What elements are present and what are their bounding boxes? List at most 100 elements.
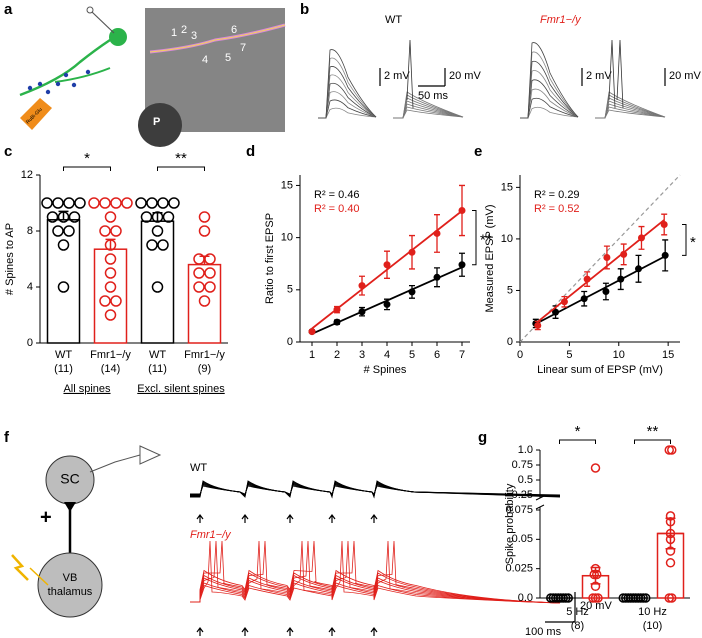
significance-bracket — [157, 166, 205, 171]
panel-label: f — [4, 429, 10, 446]
data-point — [193, 267, 205, 279]
y-axis-label: # Spines to AP — [4, 223, 16, 295]
data-point — [563, 593, 573, 603]
significance-bracket — [682, 223, 687, 256]
data-point — [74, 197, 86, 209]
y-axis-label: Spike probability — [504, 483, 516, 564]
data-point — [433, 229, 441, 237]
y-tick-label: 0.05 — [512, 533, 533, 545]
ap-trace — [393, 100, 464, 119]
y-tick-label: 0 — [507, 336, 513, 348]
data-point — [204, 253, 216, 265]
x-tick-label: Fmr1−/y — [184, 349, 225, 361]
data-point — [151, 225, 164, 237]
data-point — [88, 197, 100, 209]
data-point — [383, 300, 391, 308]
data-point — [593, 593, 603, 603]
scale-label: 20 mV — [669, 70, 701, 82]
data-point — [99, 225, 111, 237]
x-count-label: (8) — [571, 620, 584, 632]
ap-trace — [595, 106, 666, 119]
data-point — [560, 298, 568, 306]
x-tick-label: 1 — [309, 349, 315, 361]
bar — [187, 263, 222, 344]
stim-arrow — [370, 514, 378, 523]
data-point — [603, 253, 611, 261]
spine-number: 5 — [225, 52, 231, 64]
x-count-label: (14) — [101, 363, 121, 375]
y-axis-label: Measured EPSP (mV) — [484, 204, 496, 312]
stim-arrow — [241, 627, 249, 636]
data-point — [162, 211, 175, 223]
data-point — [433, 273, 441, 281]
spine-number: 3 — [191, 30, 197, 42]
significance-label: * — [575, 423, 581, 440]
voltage-traces — [318, 39, 666, 119]
x-tick-label: WT — [55, 349, 72, 361]
y-tick-label: 1.0 — [518, 444, 533, 456]
x-count-label: (11) — [54, 363, 73, 375]
y-tick-label: 5 — [507, 284, 513, 296]
y-axis-label: Ratio to first EPSP — [264, 213, 276, 304]
data-point — [146, 239, 158, 251]
data-point — [193, 281, 205, 293]
x-tick-label: WT — [149, 349, 166, 361]
y-tick-label: 0.025 — [505, 563, 533, 575]
data-point — [408, 248, 416, 256]
data-point — [665, 558, 676, 568]
sign-label: + — [40, 506, 52, 528]
data-point — [583, 275, 591, 283]
data-point — [458, 206, 466, 214]
epsp-trace — [520, 42, 579, 119]
data-point — [665, 528, 676, 539]
x-tick-label: 2 — [334, 349, 340, 361]
data-point — [57, 239, 70, 251]
epsp-trace — [318, 91, 377, 119]
stim-arrow — [196, 627, 204, 636]
data-point — [157, 197, 169, 209]
y-tick-label: 0.0 — [518, 592, 533, 604]
group-label: Excl. silent spines — [137, 383, 225, 395]
epsp-trace — [520, 106, 579, 119]
axis-break — [535, 495, 545, 510]
panel-label: d — [246, 143, 255, 160]
data-point — [121, 197, 133, 209]
fmr1-trace — [190, 540, 561, 604]
data-point — [135, 197, 147, 209]
genotype-label: Fmr1−/y — [540, 14, 582, 26]
y-tick-label: 10 — [501, 233, 513, 245]
annotation: R² = 0.52 — [534, 203, 580, 215]
data-point — [68, 211, 81, 223]
fmr1-trace — [190, 540, 561, 604]
data-point — [620, 250, 628, 258]
x-axis-label: Linear sum of EPSP (mV) — [537, 364, 663, 376]
data-point — [110, 225, 122, 237]
data-point — [99, 295, 111, 307]
data-point — [641, 593, 651, 603]
annotation: R² = 0.46 — [314, 189, 360, 201]
significance-bracket — [63, 166, 111, 171]
data-point — [333, 306, 341, 314]
cell-label: VB — [63, 572, 78, 584]
data-point — [57, 281, 70, 293]
x-tick-label: 0 — [517, 349, 523, 361]
data-point — [635, 265, 643, 273]
spine-number: 4 — [202, 54, 208, 66]
ap-trace — [616, 39, 624, 109]
ap-trace — [393, 109, 464, 119]
data-point — [151, 281, 164, 293]
ap-trace — [595, 103, 666, 119]
data-point — [63, 225, 75, 237]
fit-line — [537, 219, 665, 323]
significance-bracket — [559, 439, 596, 444]
y-tick-label: 10 — [281, 232, 293, 244]
ap-trace — [595, 109, 666, 119]
stim-arrow — [328, 514, 336, 523]
data-point — [140, 211, 153, 223]
x-tick-label: 6 — [434, 349, 440, 361]
panel-label: g — [478, 429, 487, 446]
epsp-trace — [318, 107, 377, 119]
data-point — [458, 261, 466, 269]
data-point — [534, 322, 542, 330]
epsp-trace — [318, 74, 377, 119]
